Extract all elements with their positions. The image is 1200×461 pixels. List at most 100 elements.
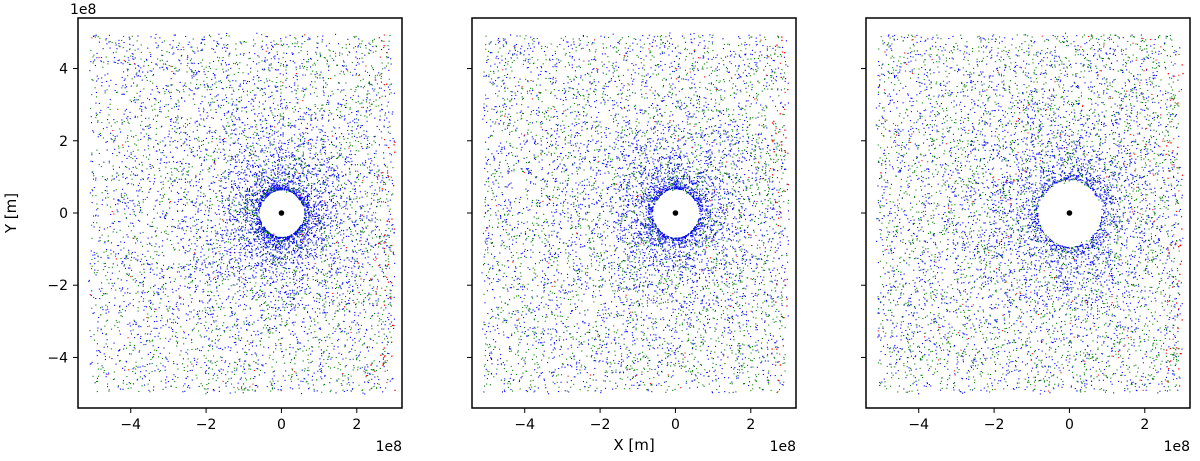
scatter-point — [336, 297, 338, 299]
scatter-point — [104, 179, 106, 181]
scatter-point — [151, 225, 153, 227]
scatter-point — [146, 196, 148, 198]
scatter-point — [304, 212, 306, 214]
scatter-point — [325, 203, 327, 205]
scatter-point — [142, 201, 144, 203]
scatter-point — [135, 280, 137, 282]
scatter-point — [258, 139, 260, 141]
scatter-point — [241, 269, 243, 271]
scatter-point — [222, 206, 224, 208]
scatter-point — [306, 198, 308, 200]
scatter-point — [387, 62, 389, 64]
scatter-point — [312, 256, 314, 258]
scatter-point — [214, 182, 216, 184]
scatter-point — [292, 298, 294, 300]
scatter-point — [335, 52, 337, 54]
scatter-point — [344, 314, 346, 316]
scatter-point — [387, 328, 389, 330]
scatter-point — [337, 202, 339, 204]
scatter-point — [219, 218, 221, 220]
scatter-point — [137, 149, 139, 151]
scatter-point — [385, 335, 387, 337]
scatter-point — [251, 389, 253, 391]
scatter-point — [224, 171, 226, 173]
scatter-point — [264, 182, 266, 184]
scatter-point — [232, 336, 234, 338]
scatter-point — [200, 336, 202, 338]
scatter-point — [282, 135, 284, 137]
scatter-point — [236, 219, 238, 221]
scatter-point — [303, 237, 305, 239]
scatter-point — [328, 193, 330, 195]
scatter-point — [390, 336, 392, 338]
scatter-point — [92, 62, 94, 64]
scatter-point — [338, 189, 340, 191]
scatter-point — [179, 227, 181, 229]
scatter-point — [257, 359, 259, 361]
scatter-point — [299, 241, 301, 243]
scatter-point — [298, 247, 300, 249]
scatter-point — [238, 267, 240, 269]
scatter-point — [155, 243, 157, 245]
scatter-point — [344, 301, 346, 303]
scatter-point — [150, 188, 152, 190]
scatter-point — [256, 212, 258, 214]
scatter-point — [251, 212, 253, 214]
scatter-point — [96, 252, 98, 254]
scatter-point — [258, 374, 260, 376]
scatter-point — [302, 233, 304, 235]
scatter-point — [130, 157, 132, 159]
scatter-point — [159, 67, 161, 69]
scatter-point — [281, 175, 283, 177]
scatter-point — [314, 226, 316, 228]
scatter-point — [253, 192, 255, 194]
scatter-point — [171, 70, 173, 72]
scatter-point — [337, 325, 339, 327]
scatter-point — [239, 151, 241, 153]
scatter-point — [278, 296, 280, 298]
scatter-point — [359, 338, 361, 340]
scatter-point — [277, 236, 279, 238]
scatter-point — [253, 221, 255, 223]
scatter-point — [322, 215, 324, 217]
scatter-point — [374, 88, 376, 90]
scatter-point — [158, 254, 160, 256]
scatter-point — [337, 310, 339, 312]
scatter-point — [247, 124, 249, 126]
scatter-point — [331, 142, 333, 144]
scatter-point — [165, 214, 167, 216]
scatter-point — [302, 185, 304, 187]
scatter-point — [167, 180, 169, 182]
scatter-point — [234, 155, 236, 157]
scatter-point — [339, 272, 341, 274]
scatter-point — [354, 91, 356, 93]
scatter-point — [384, 144, 386, 146]
scatter-point — [270, 183, 272, 185]
scatter-point — [129, 342, 131, 344]
scatter-point — [274, 174, 276, 176]
scatter-point — [299, 191, 301, 193]
scatter-point — [242, 172, 244, 174]
scatter-point — [377, 253, 379, 255]
scatter-point — [354, 118, 356, 120]
scatter-point — [151, 105, 153, 107]
scatter-point — [225, 360, 227, 362]
scatter-point — [253, 45, 255, 47]
scatter-point — [211, 204, 213, 206]
scatter-point — [108, 372, 110, 374]
scatter-point — [229, 315, 231, 317]
scatter-point — [124, 366, 126, 368]
scatter-point — [99, 307, 101, 309]
scatter-point — [253, 206, 255, 208]
scatter-point — [345, 82, 347, 84]
scatter-point — [323, 92, 325, 94]
scatter-point — [295, 292, 297, 294]
scatter-point — [282, 133, 284, 135]
scatter-point — [221, 240, 223, 242]
scatter-point — [235, 210, 237, 212]
scatter-point — [176, 147, 178, 149]
scatter-point — [297, 157, 299, 159]
scatter-point — [248, 155, 250, 157]
scatter-point — [131, 178, 133, 180]
scatter-point — [298, 183, 300, 185]
